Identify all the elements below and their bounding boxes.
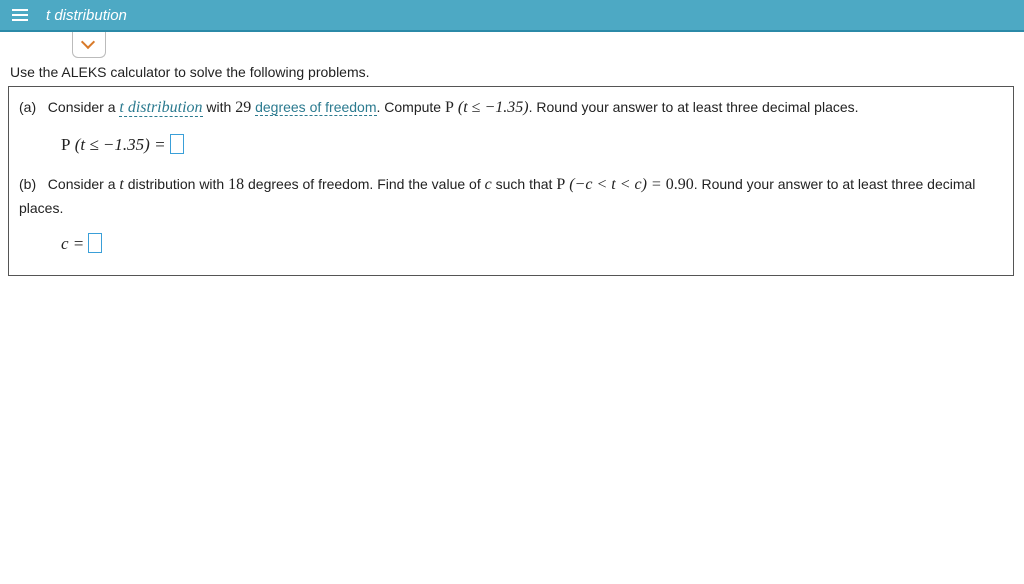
part-b-formula: c = [19,230,1003,257]
part-a-formula: P (t ≤ −1.35) = [19,131,1003,158]
text: . Compute [377,99,445,115]
link-degrees-of-freedom[interactable]: degrees of freedom [255,99,376,116]
problem-container: (a) Consider a t distribution with 29 de… [8,86,1014,276]
menu-icon[interactable] [12,9,28,21]
app-header: t distribution [0,0,1024,32]
text: such that [492,176,557,192]
text: with [203,99,236,115]
chevron-down-icon [83,39,95,51]
text: distribution with [124,176,228,192]
expr-b: P (−c < t < c) = 0.90 [556,176,693,193]
answer-input-b[interactable] [88,233,102,253]
instruction-text: Use the ALEKS calculator to solve the fo… [8,64,1014,80]
expand-tab[interactable] [72,32,106,58]
tab-row [0,32,1024,58]
part-b-body: Consider a t distribution with 18 degree… [19,176,975,217]
formula-lhs-b: c = [61,230,84,257]
part-a-body: Consider a t distribution with 29 degree… [48,99,859,115]
formula-lhs-a: P (t ≤ −1.35) = [61,131,166,158]
page-title: t distribution [46,7,127,24]
df-value-a: 29 [235,99,251,116]
content-area: Use the ALEKS calculator to solve the fo… [0,58,1024,286]
part-a: (a) Consider a t distribution with 29 de… [19,95,1003,158]
c-var: c [485,176,492,193]
text: degrees of freedom. Find the value of [244,176,484,192]
df-value-b: 18 [228,176,244,193]
link-t-distribution[interactable]: t distribution [119,99,202,117]
text: . Round your answer to at least three de… [529,99,859,115]
expr-a: P (t ≤ −1.35) [445,99,529,116]
answer-input-a[interactable] [170,134,184,154]
text: Consider a [48,99,120,115]
part-b-label: (b) [19,176,36,192]
text: Consider a [48,176,120,192]
part-b: (b) Consider a t distribution with 18 de… [19,172,1003,257]
part-a-label: (a) [19,99,36,115]
